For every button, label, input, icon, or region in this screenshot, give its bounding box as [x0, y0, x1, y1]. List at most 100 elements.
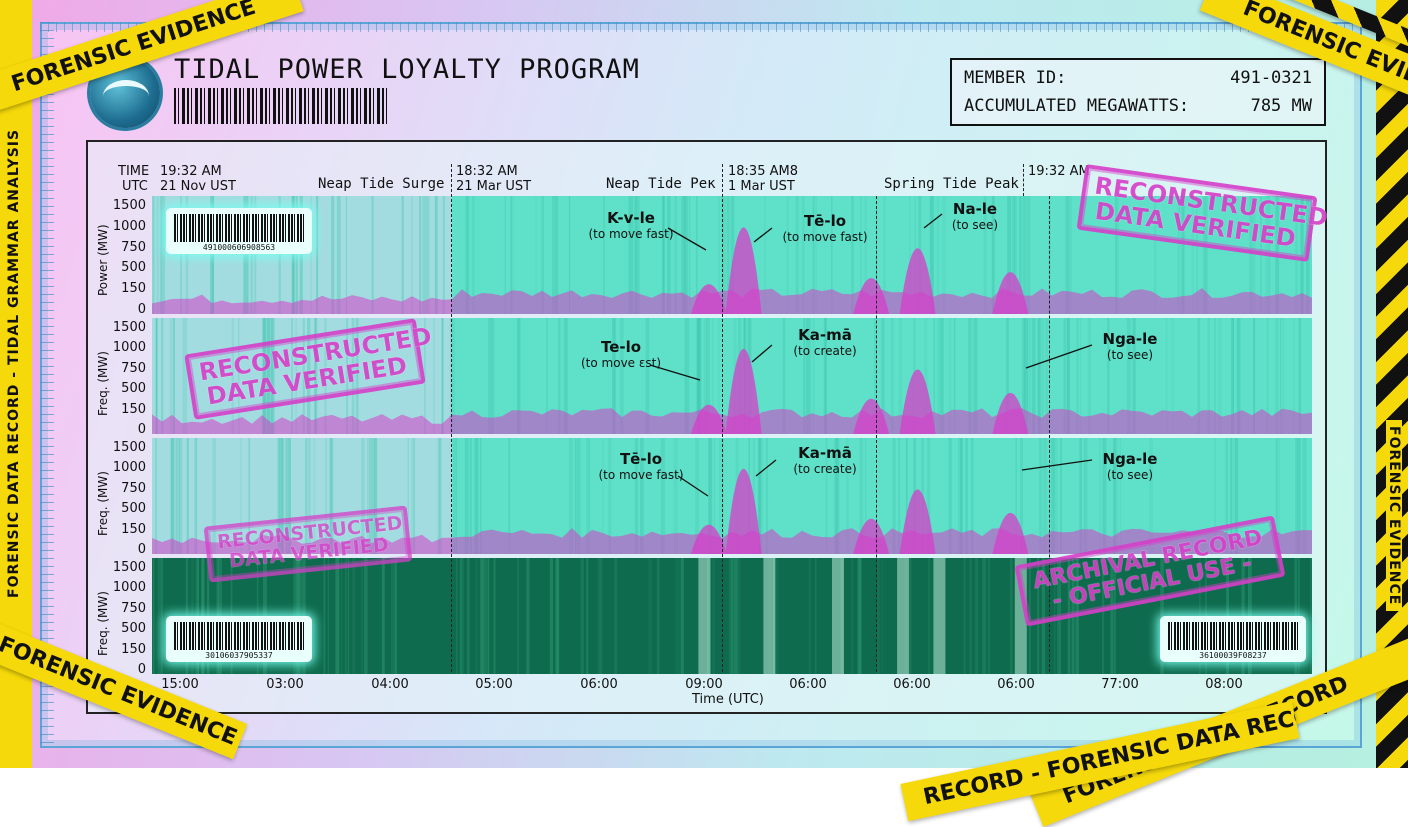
- spectrogram-streak: [186, 438, 189, 554]
- spectrogram-streak: [1075, 558, 1079, 674]
- spectrogram-streak: [613, 318, 616, 434]
- spectrogram-streak: [558, 318, 561, 434]
- spectrogram-streak: [195, 438, 197, 554]
- spectrogram-streak: [1077, 558, 1079, 674]
- spectrogram-streak: [736, 558, 741, 674]
- spectrogram-streak: [982, 558, 986, 674]
- spectrogram-streak: [656, 558, 660, 674]
- y-tick-label: 500: [121, 621, 146, 637]
- spectrogram-streak: [722, 196, 725, 314]
- spectrogram-streak: [931, 196, 934, 314]
- spectrogram-streak: [681, 558, 684, 674]
- spectrogram-streak: [1165, 318, 1168, 434]
- spectrogram-streak: [517, 558, 519, 674]
- spectrogram-streak: [480, 438, 482, 554]
- spectrogram-streak: [712, 558, 715, 674]
- spectrogram-streak: [1197, 318, 1201, 434]
- spectrogram-streak: [614, 558, 618, 674]
- spectrogram-streak: [1024, 318, 1028, 434]
- spectrogram-streak: [857, 558, 862, 674]
- spectrogram-streak: [937, 318, 941, 434]
- barcode-bars: [174, 622, 304, 650]
- annotation-7: Tē-lo (to move fast): [576, 450, 706, 482]
- spectrogram-streak: [1275, 438, 1278, 554]
- spectrogram-streak: [329, 438, 333, 554]
- spectrogram-streak: [948, 318, 952, 434]
- spectrogram-streak: [708, 438, 712, 554]
- spectrogram-streak: [152, 196, 155, 314]
- spectrogram-streak: [368, 438, 373, 554]
- spectrogram-streak: [1119, 438, 1122, 554]
- spectrogram-streak: [314, 318, 317, 434]
- spectrogram-streak: [1112, 438, 1116, 554]
- spectrogram-streak: [240, 438, 242, 554]
- spectrogram-streak: [344, 558, 347, 674]
- spectrogram-streak: [933, 318, 935, 434]
- spectrogram-streak: [927, 438, 931, 554]
- spectrogram-streak: [695, 438, 699, 554]
- spectrogram-streak: [733, 558, 738, 674]
- spectrogram-streak: [968, 318, 971, 434]
- spectrogram-streak: [419, 196, 422, 314]
- bright-column: [763, 558, 776, 674]
- spectrogram-streak: [568, 438, 573, 554]
- bright-column: [933, 558, 946, 674]
- spectrogram-streak: [1298, 318, 1302, 434]
- spectrogram-streak: [434, 196, 436, 314]
- annotation-word: Nga-le: [1102, 330, 1158, 348]
- spectrogram-streak: [812, 196, 815, 314]
- spectrogram-streak: [325, 438, 327, 554]
- spectrogram-streak: [825, 438, 828, 554]
- spectrogram-streak: [488, 318, 492, 434]
- spectrogram-streak: [1067, 558, 1071, 674]
- y-tick-label: 500: [121, 501, 146, 517]
- spectrogram-streak: [636, 438, 638, 554]
- annotation-gloss: (to see): [1106, 468, 1154, 482]
- spectrogram-streak: [628, 196, 631, 314]
- x-tick-label: 03:00: [266, 677, 304, 692]
- spectrogram-streak: [1207, 318, 1211, 434]
- spectrogram-streak: [1115, 196, 1117, 314]
- separator-4: [1049, 196, 1050, 672]
- x-tick-label: 06:00: [893, 677, 931, 692]
- spectrogram-streak: [929, 196, 934, 314]
- spectrogram-streak: [1110, 558, 1114, 674]
- spectrogram-streak: [295, 318, 297, 434]
- spectrogram-streak: [1177, 196, 1180, 314]
- spectrogram-streak: [394, 558, 397, 674]
- spectrogram-streak: [157, 558, 161, 674]
- annotation-8: Ka-mā (to create): [770, 444, 880, 476]
- spectrogram-streak: [718, 438, 721, 554]
- spectrogram-streak: [366, 438, 369, 554]
- y-tick-label: 150: [121, 401, 146, 417]
- spectrogram-streak: [890, 318, 894, 434]
- spectrogram-streak: [1267, 196, 1271, 314]
- spectrogram-streak: [851, 558, 854, 674]
- spectrogram-streak: [586, 558, 589, 674]
- spectrogram-streak: [254, 196, 257, 314]
- spectrogram-streak: [864, 196, 868, 314]
- spectrogram-streak: [194, 438, 197, 554]
- spectrogram-streak: [1042, 438, 1046, 554]
- spectrogram-streak: [481, 558, 486, 674]
- spectrogram-streak: [372, 438, 375, 554]
- barcode-number: 30106037905337: [205, 651, 273, 660]
- spectrogram-streak: [1295, 438, 1299, 554]
- spectrogram-streak: [795, 196, 799, 314]
- tide-peak: [853, 518, 890, 554]
- spectrogram-streak: [634, 196, 637, 314]
- bright-column: [1014, 558, 1027, 674]
- spectrogram-streak: [1056, 438, 1058, 554]
- member-id-row: MEMBER ID: 491-0321: [964, 68, 1312, 88]
- barcode-panel-4-right: 36100039F08237: [1160, 616, 1306, 662]
- spectrogram-streak: [588, 438, 590, 554]
- spectrogram-streak: [1132, 318, 1136, 434]
- spectrogram-streak: [464, 438, 467, 554]
- spectrogram-streak: [156, 196, 160, 314]
- spectrogram-streak: [182, 318, 185, 434]
- barcode-number: 36100039F08237: [1199, 651, 1267, 660]
- spectrogram-streak: [674, 196, 678, 314]
- spectrogram-streak: [580, 558, 584, 674]
- ruler-left: [40, 22, 54, 744]
- annotation-gloss: (to create): [793, 344, 857, 358]
